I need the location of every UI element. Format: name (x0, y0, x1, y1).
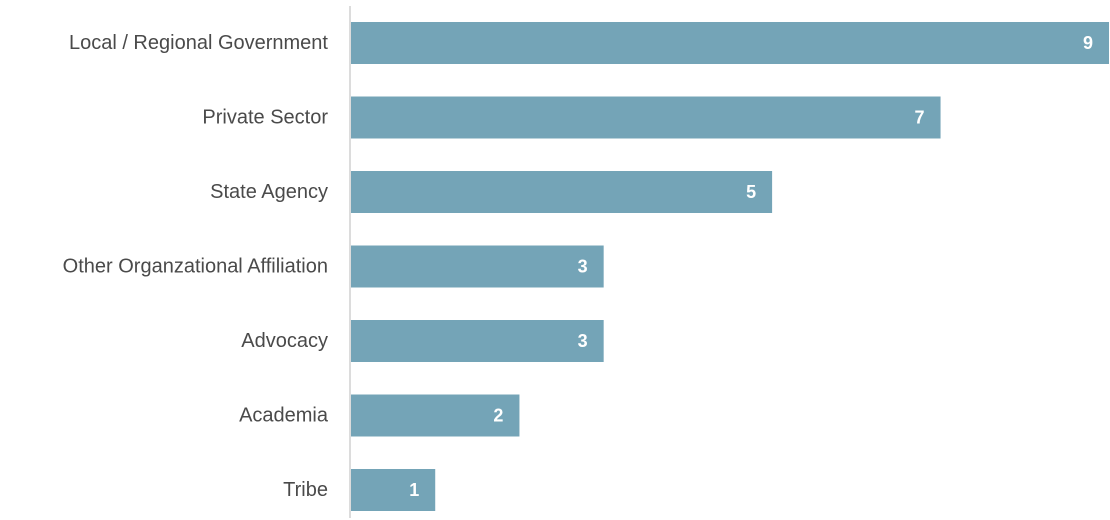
bar-1 (351, 96, 941, 139)
bar-6 (351, 469, 436, 511)
category-label-1: Private Sector (202, 107, 328, 129)
category-label-2: State Agency (210, 181, 328, 203)
bar-5 (351, 394, 520, 437)
bar-4 (351, 320, 604, 362)
category-label-0: Local / Regional Government (69, 32, 328, 54)
value-label-6: 1 (409, 480, 419, 500)
bar-3 (351, 245, 604, 288)
bar-2 (351, 171, 773, 213)
bar-0 (351, 22, 1109, 64)
category-label-3: Other Organzational Affiliation (63, 256, 328, 278)
value-label-4: 3 (578, 331, 588, 351)
bars-group: Local / Regional Government 9 Private Sect… (63, 22, 1109, 511)
value-label-1: 7 (915, 108, 925, 128)
value-label-5: 2 (493, 406, 503, 426)
value-label-0: 9 (1083, 33, 1093, 53)
value-label-3: 3 (578, 257, 588, 277)
value-label-2: 5 (746, 182, 756, 202)
category-label-4: Advocacy (241, 330, 328, 352)
category-label-6: Tribe (283, 479, 328, 501)
category-label-5: Academia (239, 405, 329, 427)
